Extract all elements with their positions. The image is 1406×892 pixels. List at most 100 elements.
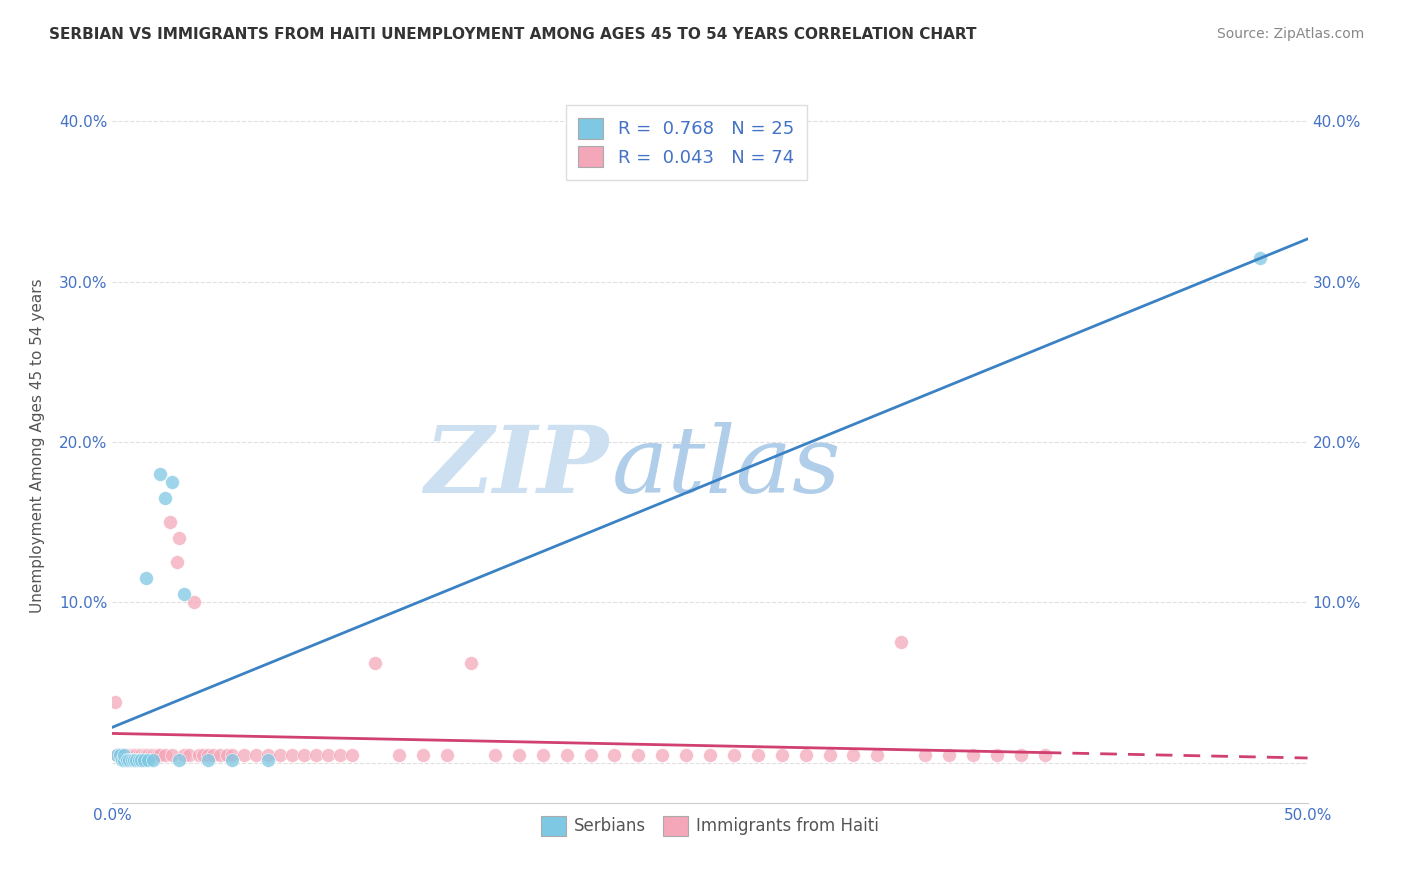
Legend: Serbians, Immigrants from Haiti: Serbians, Immigrants from Haiti — [533, 807, 887, 845]
Point — [169, 752, 191, 766]
Point — [1249, 251, 1271, 265]
Point — [818, 747, 841, 762]
Point — [201, 747, 224, 762]
Point — [233, 747, 256, 762]
Point — [142, 747, 165, 762]
Point — [770, 747, 793, 762]
Point — [122, 747, 145, 762]
Point — [675, 747, 697, 762]
Point — [121, 747, 143, 762]
Point — [111, 752, 134, 766]
Point — [281, 747, 304, 762]
Point — [187, 747, 209, 762]
Point — [114, 747, 135, 762]
Point — [166, 555, 188, 569]
Point — [135, 571, 157, 585]
Point — [118, 747, 141, 762]
Point — [388, 747, 411, 762]
Point — [914, 747, 936, 762]
Point — [316, 747, 339, 762]
Point — [177, 747, 200, 762]
Point — [484, 747, 506, 762]
Point — [108, 747, 131, 762]
Point — [122, 752, 145, 766]
Point — [125, 752, 148, 766]
Point — [221, 747, 243, 762]
Point — [747, 747, 769, 762]
Point — [149, 747, 172, 762]
Point — [329, 747, 352, 762]
Point — [866, 747, 889, 762]
Point — [986, 747, 1008, 762]
Point — [890, 635, 912, 649]
Point — [121, 752, 143, 766]
Point — [139, 747, 162, 762]
Y-axis label: Unemployment Among Ages 45 to 54 years: Unemployment Among Ages 45 to 54 years — [31, 278, 45, 614]
Text: Source: ZipAtlas.com: Source: ZipAtlas.com — [1216, 27, 1364, 41]
Point — [138, 752, 160, 766]
Point — [108, 747, 131, 762]
Point — [257, 752, 280, 766]
Point — [111, 747, 134, 762]
Point — [128, 747, 150, 762]
Point — [104, 695, 127, 709]
Point — [221, 752, 243, 766]
Point — [699, 747, 721, 762]
Point — [173, 747, 195, 762]
Point — [555, 747, 578, 762]
Point — [114, 747, 135, 762]
Point — [938, 747, 960, 762]
Point — [197, 747, 219, 762]
Point — [132, 752, 155, 766]
Point — [531, 747, 554, 762]
Point — [269, 747, 291, 762]
Point — [135, 747, 157, 762]
Point — [962, 747, 984, 762]
Point — [603, 747, 626, 762]
Point — [412, 747, 434, 762]
Point — [118, 752, 141, 766]
Point — [460, 657, 482, 671]
Point — [128, 752, 150, 766]
Point — [142, 752, 165, 766]
Point — [105, 747, 128, 762]
Point — [245, 747, 267, 762]
Point — [257, 747, 280, 762]
Point — [217, 747, 239, 762]
Point — [162, 475, 183, 489]
Point — [340, 747, 363, 762]
Point — [125, 747, 148, 762]
Point — [138, 747, 160, 762]
Point — [115, 752, 138, 766]
Text: SERBIAN VS IMMIGRANTS FROM HAITI UNEMPLOYMENT AMONG AGES 45 TO 54 YEARS CORRELAT: SERBIAN VS IMMIGRANTS FROM HAITI UNEMPLO… — [49, 27, 977, 42]
Point — [145, 747, 167, 762]
Point — [159, 515, 181, 529]
Point — [1033, 747, 1056, 762]
Point — [305, 747, 328, 762]
Text: ZIP: ZIP — [425, 423, 609, 512]
Point — [842, 747, 865, 762]
Point — [292, 747, 315, 762]
Point — [129, 752, 152, 766]
Point — [153, 747, 176, 762]
Point — [508, 747, 530, 762]
Point — [436, 747, 458, 762]
Point — [129, 747, 152, 762]
Point — [364, 657, 387, 671]
Point — [153, 491, 176, 505]
Point — [209, 747, 232, 762]
Point — [132, 747, 155, 762]
Point — [115, 747, 138, 762]
Text: atlas: atlas — [612, 423, 842, 512]
Point — [114, 752, 135, 766]
Point — [651, 747, 673, 762]
Point — [146, 747, 169, 762]
Point — [149, 467, 172, 481]
Point — [169, 531, 191, 545]
Point — [173, 587, 195, 601]
Point — [162, 747, 183, 762]
Point — [1010, 747, 1032, 762]
Point — [193, 747, 215, 762]
Point — [105, 747, 128, 762]
Point — [794, 747, 817, 762]
